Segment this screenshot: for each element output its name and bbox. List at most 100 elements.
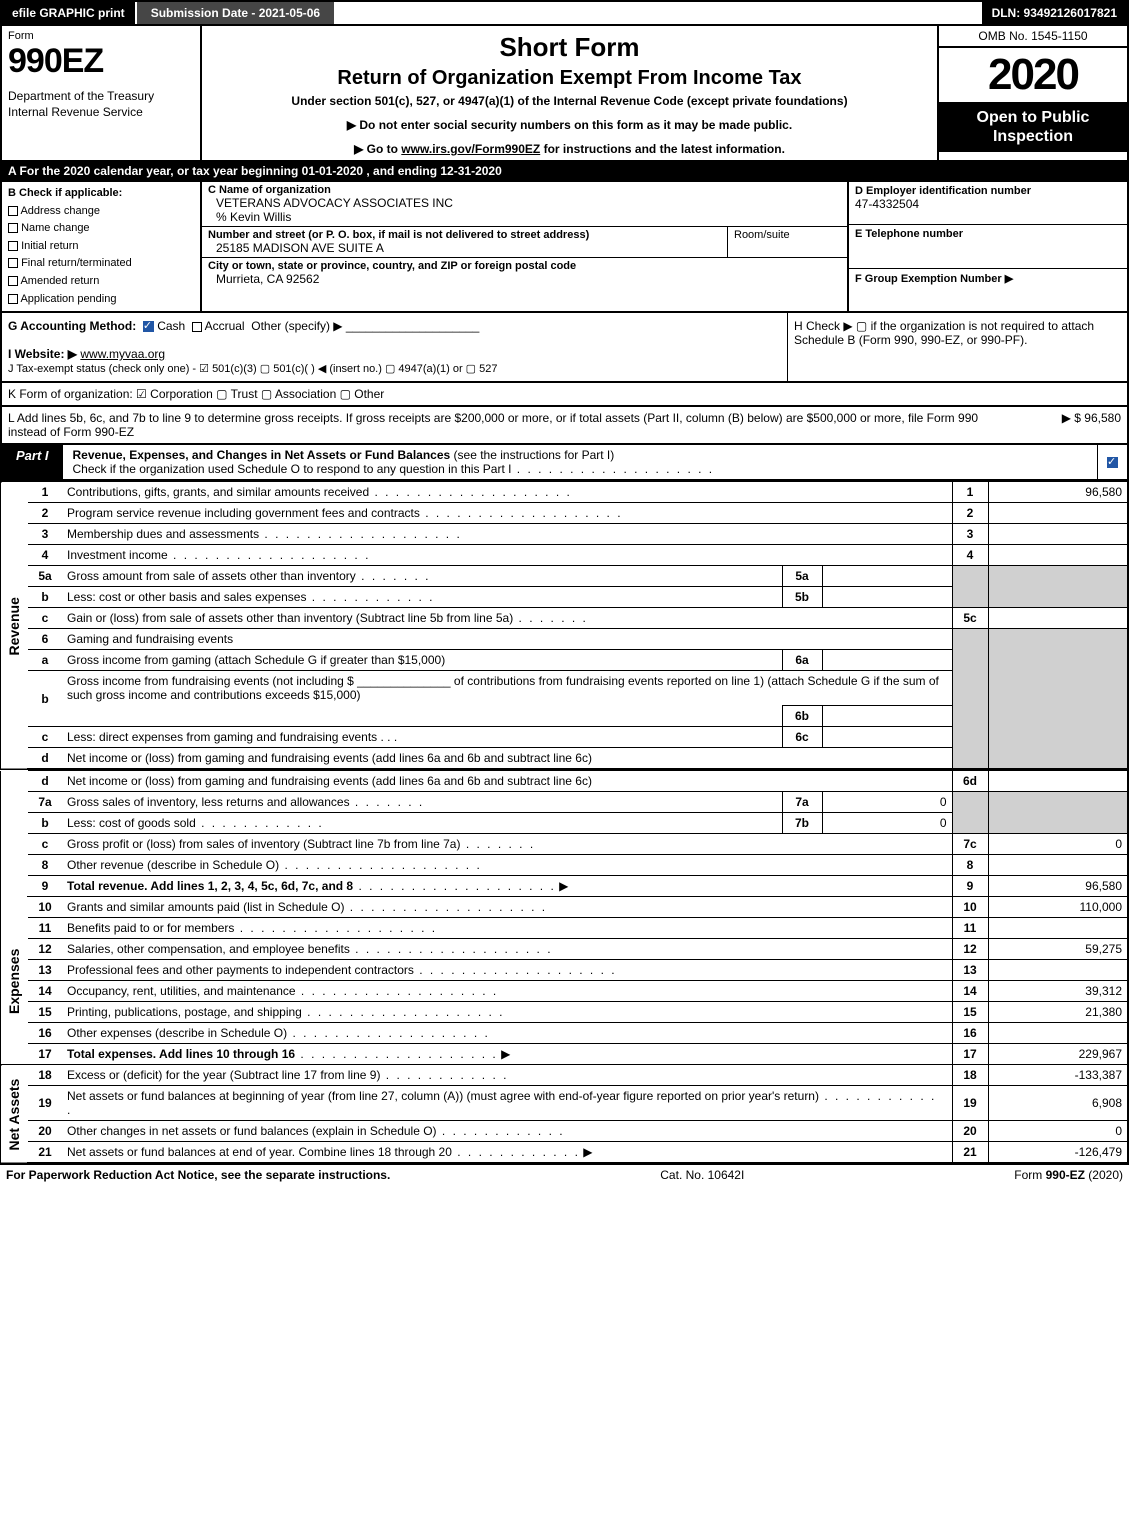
l3-desc: Membership dues and assessments [62,524,952,545]
l7c-col: 7c [952,834,988,855]
l12-desc: Salaries, other compensation, and employ… [62,939,952,960]
city-label: City or town, state or province, country… [208,260,576,272]
l18-col: 18 [952,1065,988,1086]
l6a-subval [822,650,952,671]
l11-col: 11 [952,918,988,939]
l7a-subval: 0 [822,792,952,813]
i-label: I Website: ▶ [8,347,77,361]
l2-desc: Program service revenue including govern… [62,503,952,524]
telephone-label: E Telephone number [855,228,1121,240]
website-value[interactable]: www.myvaa.org [80,347,165,361]
tax-year: 2020 [939,48,1127,102]
l6a-desc: Gross income from gaming (attach Schedul… [62,650,782,671]
l10-col: 10 [952,897,988,918]
l10-desc: Grants and similar amounts paid (list in… [62,897,952,918]
section-e: E Telephone number [849,225,1127,268]
l6b-sub: 6b [782,706,822,727]
ein-label: D Employer identification number [855,185,1121,197]
efile-print-button[interactable]: efile GRAPHIC print [2,2,137,24]
l14-col: 14 [952,981,988,1002]
netassets-side-label: Net Assets [1,1065,28,1164]
l7c-desc: Gross profit or (loss) from sales of inv… [62,834,952,855]
l17-col: 17 [952,1044,988,1065]
part1-check-line: Check if the organization used Schedule … [73,462,512,476]
submission-date-button[interactable]: Submission Date - 2021-05-06 [137,2,334,24]
l17-desc: Total expenses. Add lines 10 through 16 [62,1044,952,1065]
l19-num: 19 [28,1086,62,1121]
l2-amt [988,503,1128,524]
l1-num: 1 [28,482,62,503]
chk-amended-return[interactable]: Amended return [8,273,194,291]
goto-line: ▶ Go to www.irs.gov/Form990EZ for instru… [212,142,927,156]
info-grid: B Check if applicable: Address change Na… [0,182,1129,313]
l5a-subval [822,566,952,587]
l6c-num: c [28,727,62,748]
l12-num: 12 [28,939,62,960]
chk-cash[interactable] [143,321,154,332]
revenue-side-label: Revenue [1,482,28,770]
l8-amt [988,855,1128,876]
care-of: % Kevin Willis [208,210,291,224]
cash-label: Cash [157,319,185,333]
chk-initial-return[interactable]: Initial return [8,238,194,256]
l17-num: 17 [28,1044,62,1065]
short-form-title: Short Form [212,32,927,63]
l8-desc: Other revenue (describe in Schedule O) [62,855,952,876]
section-d: D Employer identification number 47-4332… [849,182,1127,225]
l14-desc: Occupancy, rent, utilities, and maintena… [62,981,952,1002]
l21-desc: Net assets or fund balances at end of ye… [62,1142,952,1164]
l12-amt: 59,275 [988,939,1128,960]
l6a-sub: 6a [782,650,822,671]
l9-col: 9 [952,876,988,897]
l5-grey-amt [988,566,1128,608]
l3-num: 3 [28,524,62,545]
l11-desc: Benefits paid to or for members [62,918,952,939]
header-right: OMB No. 1545-1150 2020 Open to Public In… [937,26,1127,160]
row-l-text: L Add lines 5b, 6c, and 7b to line 9 to … [8,411,991,439]
l4-col: 4 [952,545,988,566]
l4-amt [988,545,1128,566]
footer-mid: Cat. No. 10642I [660,1168,744,1182]
part1-checkbox[interactable] [1097,445,1127,479]
l16-desc: Other expenses (describe in Schedule O) [62,1023,952,1044]
l17-amt: 229,967 [988,1044,1128,1065]
chk-name-change[interactable]: Name change [8,220,194,238]
l6d-desc2: Net income or (loss) from gaming and fun… [62,771,952,792]
chk-accrual[interactable] [192,322,202,332]
ssn-warning: ▶ Do not enter social security numbers o… [212,118,927,132]
l16-amt [988,1023,1128,1044]
l6d-col: 6d [952,771,988,792]
l1-amt: 96,580 [988,482,1128,503]
row-l-val: ▶ $ 96,580 [991,411,1121,439]
street-label: Number and street (or P. O. box, if mail… [208,229,589,241]
row-gh: G Accounting Method: Cash Accrual Other … [0,313,1129,383]
chk-final-return[interactable]: Final return/terminated [8,255,194,273]
l8-col: 8 [952,855,988,876]
l5c-desc: Gain or (loss) from sale of assets other… [62,608,952,629]
l6d-amt [988,771,1128,792]
l5b-num: b [28,587,62,608]
g-label: G Accounting Method: [8,319,136,333]
part1-title: Revenue, Expenses, and Changes in Net As… [63,445,1097,479]
goto-pre: ▶ Go to [354,142,401,156]
l14-num: 14 [28,981,62,1002]
l5a-sub: 5a [782,566,822,587]
l5c-num: c [28,608,62,629]
dln-label: DLN: 93492126017821 [982,2,1127,24]
l9-num: 9 [28,876,62,897]
l15-desc: Printing, publications, postage, and shi… [62,1002,952,1023]
dept-treasury: Department of the Treasury [8,89,194,105]
l5b-subval [822,587,952,608]
section-b: B Check if applicable: Address change Na… [2,182,202,311]
l11-amt [988,918,1128,939]
l14-amt: 39,312 [988,981,1128,1002]
l5c-col: 5c [952,608,988,629]
row-k: K Form of organization: ☑ Corporation ▢ … [0,383,1129,407]
street-address: 25185 MADISON AVE SUITE A [208,241,384,255]
omb-number: OMB No. 1545-1150 [939,26,1127,48]
chk-application-pending[interactable]: Application pending [8,291,194,309]
chk-address-change[interactable]: Address change [8,203,194,221]
irs-link[interactable]: www.irs.gov/Form990EZ [401,142,540,156]
dept-irs: Internal Revenue Service [8,105,194,121]
l7b-subval: 0 [822,813,952,834]
